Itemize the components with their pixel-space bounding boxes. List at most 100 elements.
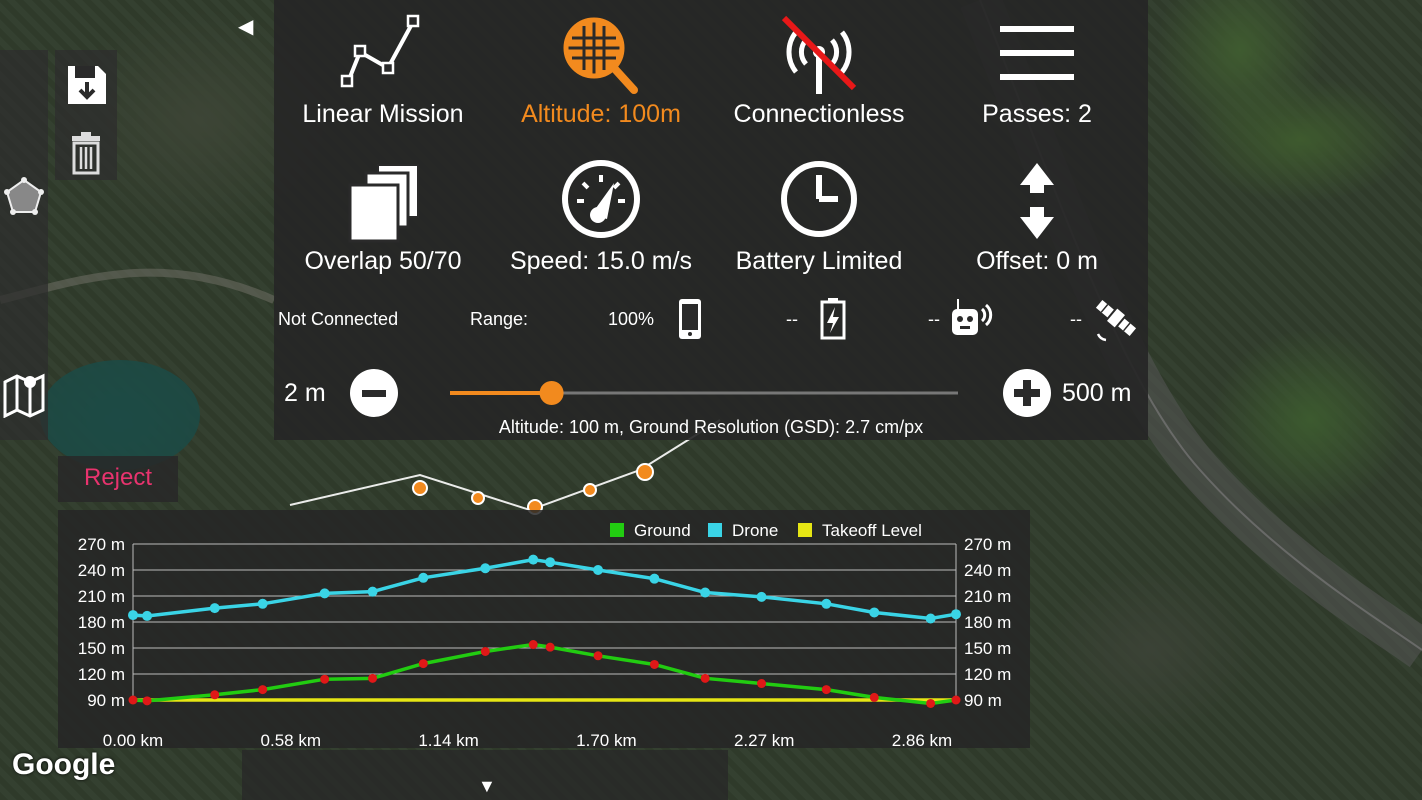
save-button[interactable] (60, 58, 112, 110)
gsd-caption: Altitude: 100 m, Ground Resolution (GSD)… (498, 417, 924, 437)
data-point-drone[interactable] (821, 598, 832, 609)
map-icon (3, 373, 45, 419)
overlap-label: Overlap 50/70 (304, 247, 462, 275)
x-tick-label: 2.27 km (734, 731, 794, 748)
y-tick-label: 240 m (78, 561, 125, 580)
decrease-altitude-button[interactable] (349, 368, 399, 418)
altitude-slider[interactable] (444, 373, 964, 413)
offset-label: Offset: 0 m (976, 247, 1098, 275)
data-point-ground[interactable] (821, 685, 831, 695)
data-point-drone[interactable] (925, 613, 936, 624)
speed-button[interactable]: Speed: 15.0 m/s (492, 147, 710, 292)
expand-arrow[interactable]: ▼ (478, 776, 496, 796)
data-point-drone[interactable] (756, 591, 767, 602)
data-point-ground[interactable] (926, 698, 936, 708)
y-tick-label-right: 210 m (964, 587, 1011, 606)
data-point-drone[interactable] (869, 607, 880, 618)
linear-mission-icon (340, 14, 420, 88)
speed-label: Speed: 15.0 m/s (509, 247, 693, 275)
elevation-chart-svg: Ground Drone Takeoff Level 270 m 240 m 210 m… (78, 521, 1012, 748)
map-layers-button[interactable] (0, 368, 48, 419)
data-point-ground[interactable] (210, 690, 220, 700)
data-point-ground[interactable] (258, 685, 268, 695)
no-signal-icon (781, 15, 857, 94)
legend-swatch (708, 523, 722, 537)
elevation-profile-chart: Ground Drone Takeoff Level 270 m 240 m 210 m… (58, 510, 1030, 748)
menu-lines-icon (1000, 26, 1074, 80)
data-point-ground[interactable] (869, 692, 879, 702)
mission-settings-panel: Linear Mission Altitude: 100m Connection… (274, 0, 1148, 440)
data-point-drone[interactable] (128, 610, 138, 621)
waypoint[interactable] (412, 480, 428, 496)
altitude-slider-row: 2 m 500 m Altitude: 100 m, Ground Resolu… (274, 355, 1148, 440)
x-tick-label: 0.00 km (103, 731, 163, 748)
overlap-button[interactable]: Overlap 50/70 (274, 147, 492, 292)
status-bar: Not Connected Range: 100% -- -- -- (274, 290, 1148, 348)
reject-button[interactable]: Reject (58, 456, 178, 502)
altitude-button[interactable]: Altitude: 100m (492, 0, 710, 145)
waypoint[interactable] (471, 491, 485, 505)
data-point-ground[interactable] (320, 674, 330, 684)
y-tick-label: 120 m (78, 665, 125, 684)
legend-swatch (798, 523, 812, 537)
data-point-drone[interactable] (418, 572, 429, 583)
data-point-ground[interactable] (142, 696, 152, 706)
google-attribution: Google (12, 748, 116, 781)
offset-button[interactable]: Offset: 0 m (928, 147, 1146, 292)
mission-type-button[interactable]: Linear Mission (274, 0, 492, 145)
overlap-squares-icon (348, 164, 419, 243)
data-point-drone[interactable] (545, 557, 556, 568)
data-point-drone[interactable] (257, 598, 268, 609)
x-tick-label: 1.70 km (576, 731, 636, 748)
data-point-drone[interactable] (528, 554, 539, 565)
x-axis: 0.00 km 0.58 km 1.14 km 1.70 km 2.27 km 2.86 … (103, 731, 952, 748)
polygon-tool-button[interactable] (0, 170, 48, 220)
series-line-drone (132, 557, 957, 621)
bottom-bar: ▼ (242, 750, 728, 800)
slider-thumb[interactable] (539, 381, 564, 405)
waypoint[interactable] (583, 483, 597, 497)
legend-swatch (610, 523, 624, 537)
data-point-ground[interactable] (951, 695, 961, 705)
y-tick-label: 270 m (78, 535, 125, 554)
data-point-drone[interactable] (209, 603, 220, 614)
connection-mode-button[interactable]: Connectionless (710, 0, 928, 145)
battery-charging-icon (820, 298, 846, 340)
data-point-ground[interactable] (480, 646, 490, 656)
connection-mode-label: Connectionless (733, 100, 905, 128)
battery-mode-button[interactable]: Battery Limited (710, 147, 928, 292)
data-point-ground[interactable] (528, 640, 538, 650)
data-point-ground[interactable] (757, 679, 767, 689)
data-point-ground[interactable] (545, 642, 555, 652)
waypoint[interactable] (636, 463, 654, 481)
data-point-ground[interactable] (593, 651, 603, 661)
data-point-drone[interactable] (319, 588, 330, 599)
data-point-drone[interactable] (593, 565, 604, 575)
data-point-ground[interactable] (700, 673, 710, 683)
data-point-drone[interactable] (951, 609, 961, 620)
phone-battery-value: 100% (608, 309, 655, 329)
delete-button[interactable] (60, 128, 112, 180)
y-tick-label-right: 180 m (964, 613, 1011, 632)
y-tick-label-right: 90 m (964, 691, 1002, 710)
slider-min-label: 2 m (284, 379, 326, 407)
x-tick-label: 0.58 km (261, 731, 321, 748)
data-point-drone[interactable] (649, 573, 660, 584)
passes-button[interactable]: Passes: 2 (928, 0, 1146, 145)
data-point-drone[interactable] (367, 586, 378, 597)
data-point-drone[interactable] (480, 563, 491, 574)
y-tick-label-right: 120 m (964, 665, 1011, 684)
data-point-drone[interactable] (142, 610, 153, 621)
data-point-drone[interactable] (700, 587, 711, 598)
data-point-ground[interactable] (649, 659, 659, 669)
range-label: Range: (470, 309, 529, 329)
y-tick-label: 90 m (87, 691, 125, 710)
lake (40, 360, 200, 470)
clock-icon (781, 161, 857, 237)
gps-value: -- (1070, 309, 1082, 329)
increase-altitude-button[interactable] (1002, 368, 1052, 418)
data-point-ground[interactable] (418, 659, 428, 669)
collapse-arrow[interactable]: ◀ (238, 16, 254, 38)
data-point-ground[interactable] (368, 673, 378, 683)
data-point-ground[interactable] (128, 695, 138, 705)
